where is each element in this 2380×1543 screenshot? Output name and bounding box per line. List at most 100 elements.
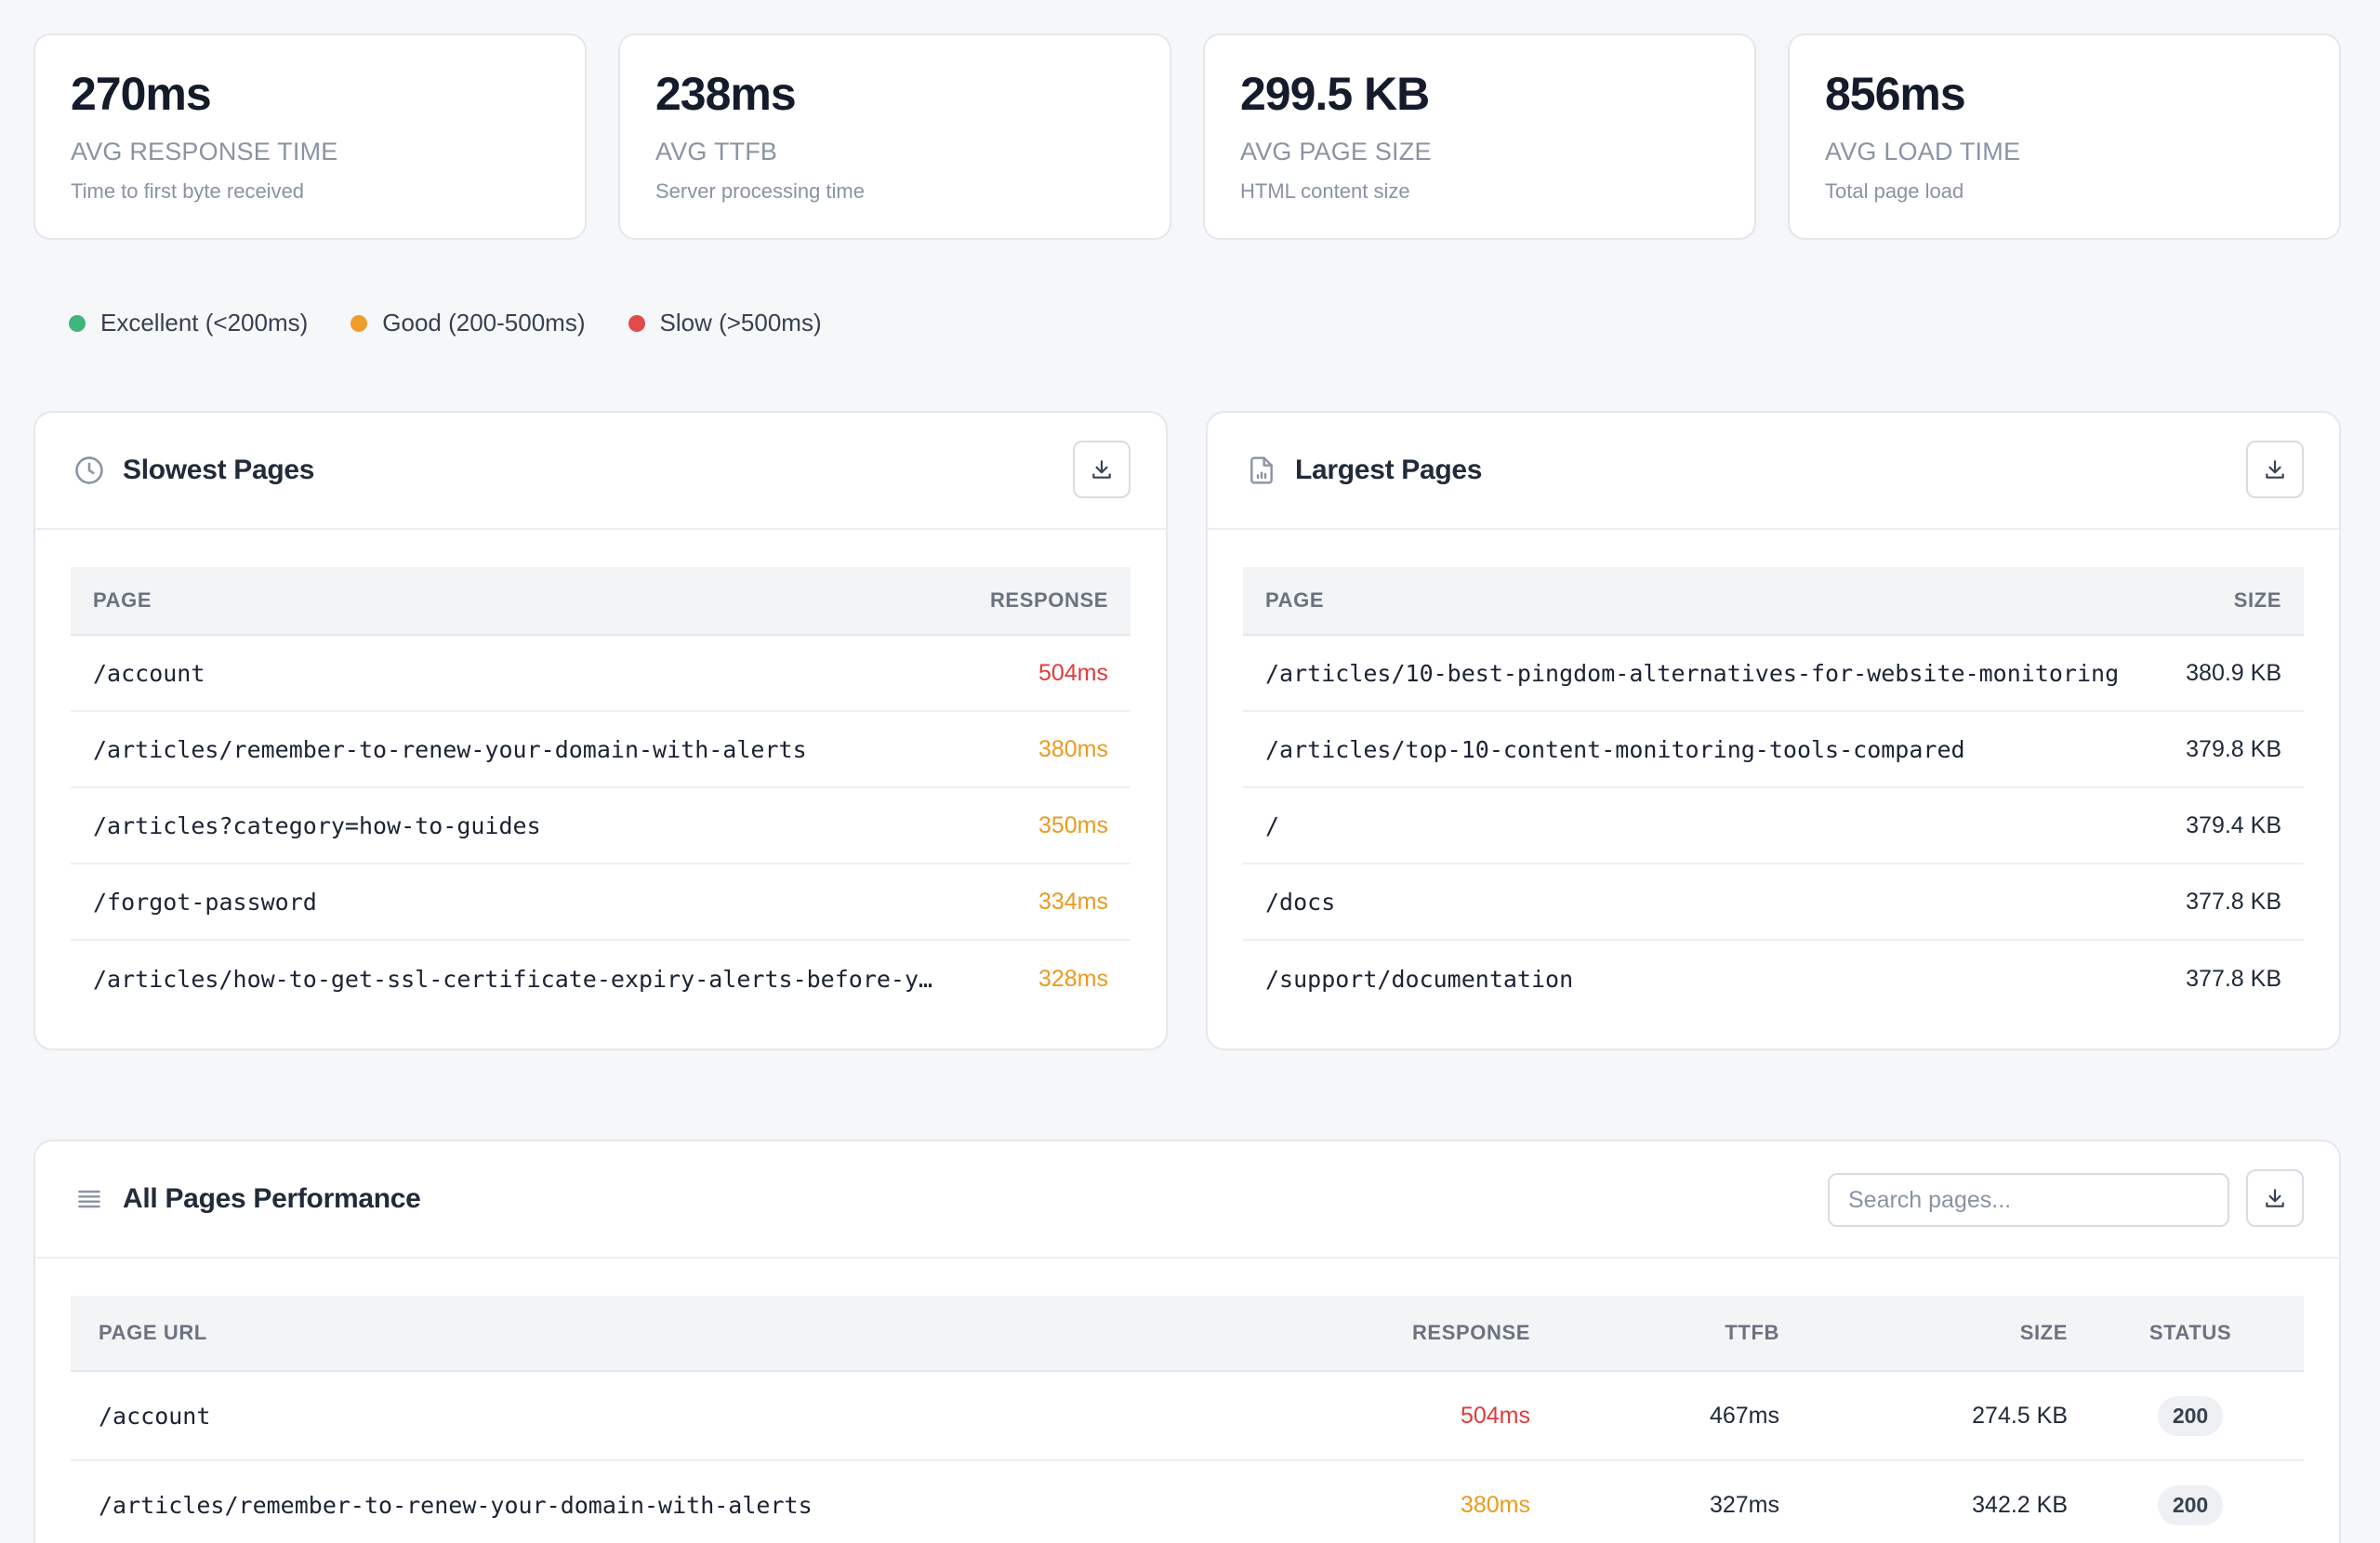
- page-path: /support/documentation: [1265, 965, 1574, 993]
- page-size: 377.8 KB: [2186, 888, 2281, 915]
- page-path: /docs: [1265, 888, 1336, 916]
- status-badge: 200: [2157, 1484, 2224, 1525]
- column-header-ttfb[interactable]: TTFB: [1725, 1321, 1779, 1344]
- stat-card-avg-load-time: 856ms AVG LOAD TIME Total page load: [1788, 33, 2341, 240]
- stat-description: Total page load: [1825, 179, 1964, 203]
- table-row[interactable]: /articles/top-10-content-monitoring-tool…: [1243, 712, 2304, 788]
- stat-label: AVG TTFB: [655, 138, 778, 165]
- page-path: /articles?category=how-to-guides: [93, 811, 541, 839]
- table-header: PAGE URL RESPONSE TTFB SIZE STATUS: [71, 1296, 2304, 1372]
- column-header-page-url[interactable]: PAGE URL: [99, 1321, 207, 1344]
- column-header-size[interactable]: SIZE: [2019, 1321, 2068, 1344]
- stat-value: 238ms: [655, 68, 797, 120]
- download-icon: [2266, 460, 2284, 479]
- response-time: 350ms: [1038, 811, 1108, 838]
- page-size: 377.8 KB: [2186, 965, 2281, 992]
- stat-description: HTML content size: [1240, 179, 1410, 203]
- table-header: PAGE SIZE: [1243, 567, 2304, 636]
- table-row[interactable]: /docs 377.8 KB: [1243, 864, 2304, 941]
- table-row[interactable]: /articles?category=how-to-guides 350ms: [71, 788, 1130, 864]
- panel-title: All Pages Performance: [123, 1183, 421, 1214]
- orange-dot-icon: [350, 314, 368, 332]
- table-row[interactable]: / 379.4 KB: [1243, 788, 2304, 864]
- download-button[interactable]: [2246, 441, 2304, 498]
- ttfb-value: 327ms: [1709, 1491, 1779, 1518]
- response-time: 334ms: [1038, 888, 1108, 915]
- table-row[interactable]: /account 504ms: [71, 636, 1130, 712]
- clock-icon: [73, 454, 106, 487]
- stat-description: Time to first byte received: [71, 179, 305, 203]
- search-input[interactable]: [1828, 1173, 2229, 1227]
- stat-value: 299.5 KB: [1240, 68, 1430, 120]
- list-icon: [73, 1182, 106, 1216]
- page-path: /articles/how-to-get-ssl-certificate-exp…: [93, 965, 933, 993]
- page-size: 379.4 KB: [2186, 811, 2281, 838]
- download-button[interactable]: [2246, 1169, 2304, 1227]
- table-row[interactable]: /account 504ms 467ms 274.5 KB 200: [71, 1372, 2304, 1461]
- largest-pages-panel: Largest Pages PAGE SIZE /articles/10-bes…: [1206, 411, 2341, 1050]
- page-size: 380.9 KB: [2186, 659, 2281, 686]
- response-time: 504ms: [1460, 1402, 1530, 1429]
- table-header: PAGE RESPONSE: [71, 567, 1130, 636]
- download-icon: [2266, 1189, 2284, 1207]
- response-time: 504ms: [1038, 659, 1108, 686]
- response-time: 380ms: [1460, 1491, 1530, 1518]
- stat-description: Server processing time: [655, 179, 865, 203]
- table-row[interactable]: /support/documentation 377.8 KB: [1243, 941, 2304, 1017]
- legend-item-good: Good (200-500ms): [350, 309, 586, 337]
- page-path: /articles/remember-to-renew-your-domain-…: [93, 735, 807, 763]
- slowest-pages-table: PAGE RESPONSE /account 504ms /articles/r…: [71, 567, 1130, 1017]
- performance-legend: Excellent (<200ms) Good (200-500ms) Slow…: [69, 309, 822, 337]
- column-header-status[interactable]: STATUS: [2149, 1321, 2232, 1344]
- response-time: 328ms: [1038, 965, 1108, 992]
- table-row[interactable]: /articles/how-to-get-ssl-certificate-exp…: [71, 941, 1130, 1017]
- panel-title: Slowest Pages: [123, 455, 315, 485]
- legend-label: Good (200-500ms): [382, 309, 586, 336]
- legend-item-slow: Slow (>500ms): [628, 309, 822, 337]
- all-pages-table: PAGE URL RESPONSE TTFB SIZE STATUS /acco…: [71, 1296, 2304, 1543]
- page-url: /account: [99, 1402, 211, 1430]
- panel-header: Slowest Pages: [35, 413, 1166, 530]
- stat-label: AVG PAGE SIZE: [1240, 138, 1432, 165]
- panel-title: Largest Pages: [1295, 455, 1483, 485]
- page-url: /articles/remember-to-renew-your-domain-…: [99, 1491, 813, 1519]
- download-button[interactable]: [1073, 441, 1130, 498]
- page-size: 379.8 KB: [2186, 735, 2281, 762]
- status-cell: 200: [2068, 1395, 2276, 1436]
- size-value: 342.2 KB: [1972, 1491, 2068, 1518]
- page-path: /account: [93, 659, 205, 687]
- stat-label: AVG LOAD TIME: [1825, 138, 2021, 165]
- stat-value: 270ms: [71, 68, 212, 120]
- stat-card-avg-ttfb: 238ms AVG TTFB Server processing time: [618, 33, 1171, 240]
- red-dot-icon: [628, 314, 645, 332]
- page-path: /articles/top-10-content-monitoring-tool…: [1265, 735, 1965, 763]
- status-badge: 200: [2157, 1395, 2224, 1436]
- page-path: /articles/10-best-pingdom-alternatives-f…: [1265, 659, 2120, 687]
- table-row[interactable]: /forgot-password 334ms: [71, 864, 1130, 941]
- green-dot-icon: [69, 314, 86, 332]
- table-row[interactable]: /articles/remember-to-renew-your-domain-…: [71, 712, 1130, 788]
- stat-label: AVG RESPONSE TIME: [71, 138, 338, 165]
- column-header-page: PAGE: [1265, 588, 1325, 612]
- stat-card-avg-page-size: 299.5 KB AVG PAGE SIZE HTML content size: [1203, 33, 1756, 240]
- column-header-page: PAGE: [93, 588, 152, 612]
- status-cell: 200: [2068, 1484, 2276, 1525]
- stats-row: 270ms AVG RESPONSE TIME Time to first by…: [33, 33, 2341, 240]
- column-header-size: SIZE: [2233, 588, 2281, 612]
- file-chart-icon: [1245, 454, 1278, 487]
- panel-header: Largest Pages: [1208, 413, 2339, 530]
- download-icon: [1092, 460, 1111, 479]
- table-row[interactable]: /articles/remember-to-renew-your-domain-…: [71, 1461, 2304, 1543]
- slowest-pages-panel: Slowest Pages PAGE RESPONSE /account 504…: [33, 411, 1168, 1050]
- panel-header: All Pages Performance: [35, 1141, 2339, 1259]
- column-header-response[interactable]: RESPONSE: [1411, 1321, 1530, 1344]
- response-time: 380ms: [1038, 735, 1108, 762]
- page-path: /forgot-password: [93, 888, 317, 916]
- legend-label: Slow (>500ms): [659, 309, 822, 336]
- ttfb-value: 467ms: [1709, 1402, 1779, 1429]
- legend-label: Excellent (<200ms): [100, 309, 309, 336]
- table-row[interactable]: /articles/10-best-pingdom-alternatives-f…: [1243, 636, 2304, 712]
- all-pages-panel: All Pages Performance PAGE URL RESPONSE …: [33, 1140, 2341, 1543]
- page-path: /: [1265, 811, 1280, 839]
- size-value: 274.5 KB: [1972, 1402, 2068, 1429]
